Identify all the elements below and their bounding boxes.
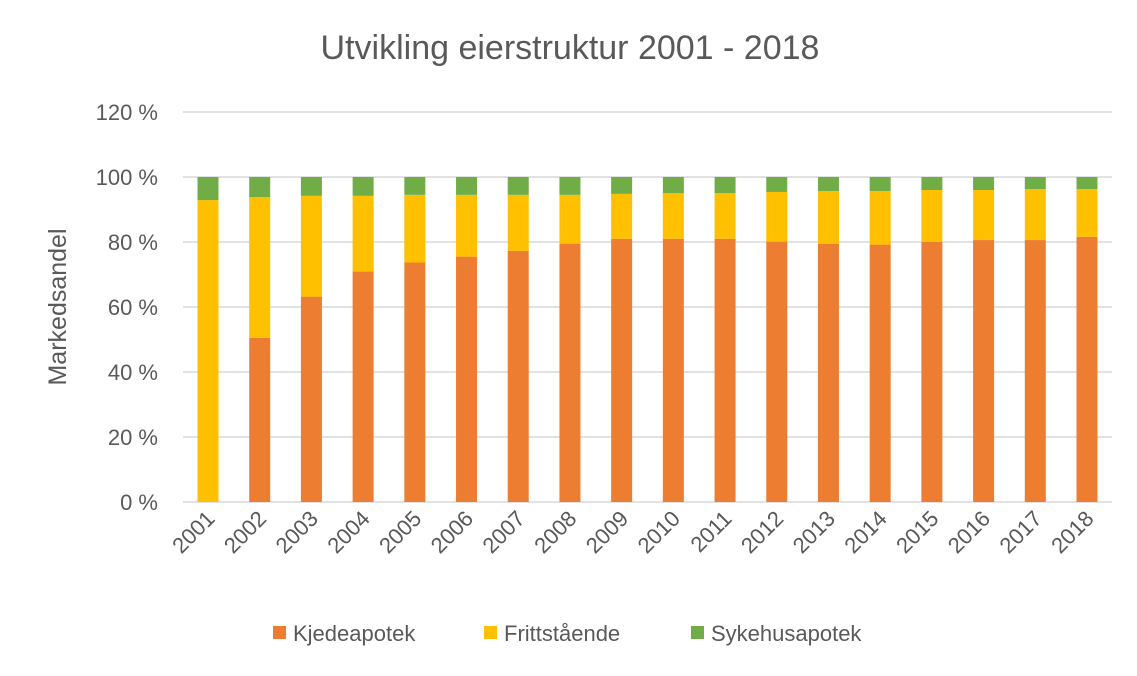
bar-segment-sykehusapotek	[1076, 177, 1098, 190]
bar-segment-kjedeapotek	[714, 238, 736, 502]
x-tick-label: 2005	[374, 506, 426, 558]
bar-segment-kjedeapotek	[456, 256, 478, 502]
bar-segment-frittstående	[352, 195, 374, 272]
bar-segment-frittstående	[766, 191, 788, 242]
x-tick-label: 2013	[788, 506, 840, 558]
bar-segment-kjedeapotek	[249, 337, 271, 502]
bar-segment-frittstående	[611, 193, 633, 239]
x-tick-label: 2011	[685, 506, 736, 557]
bar-segment-sykehusapotek	[921, 177, 943, 190]
x-tick-label: 2014	[839, 506, 891, 558]
bar-segment-frittstående	[869, 190, 891, 245]
bar-segment-frittstående	[197, 200, 219, 502]
x-tick-label: 2010	[633, 506, 685, 558]
bar-segment-sykehusapotek	[817, 177, 839, 191]
bar-segment-sykehusapotek	[404, 177, 426, 195]
bar-segment-frittstående	[973, 190, 995, 241]
bar-segment-sykehusapotek	[662, 177, 684, 194]
bar-segment-sykehusapotek	[973, 177, 995, 190]
bar-segment-sykehusapotek	[300, 177, 322, 196]
bar-segment-kjedeapotek	[973, 240, 995, 503]
x-tick-label: 2016	[943, 506, 995, 558]
bar-segment-kjedeapotek	[559, 243, 581, 502]
bar-segment-frittstående	[817, 190, 839, 244]
x-tick-label: 2007	[477, 506, 529, 558]
bar-segment-frittstående	[300, 195, 322, 297]
bar-segment-kjedeapotek	[1024, 240, 1046, 503]
x-tick-label: 2018	[1046, 506, 1098, 558]
bar-segment-sykehusapotek	[507, 177, 529, 195]
bar-segment-frittstående	[921, 190, 943, 242]
bar-segment-kjedeapotek	[611, 238, 633, 502]
y-tick-label: 20 %	[108, 425, 158, 450]
bar-segment-sykehusapotek	[1024, 177, 1046, 190]
bar-segment-sykehusapotek	[714, 177, 736, 194]
x-tick-label: 2006	[426, 506, 478, 558]
x-tick-label: 2001	[167, 506, 219, 558]
bar-segment-frittstående	[714, 193, 736, 239]
x-tick-label: 2008	[529, 506, 581, 558]
legend-label: Sykehusapotek	[711, 621, 862, 646]
y-tick-label: 120 %	[96, 100, 158, 125]
bar-segment-kjedeapotek	[662, 238, 684, 502]
x-tick-label: 2009	[581, 506, 633, 558]
x-tick-label: 2004	[322, 506, 374, 558]
legend-label: Frittstående	[504, 621, 620, 646]
bar-segment-frittstående	[507, 194, 529, 251]
bar-segment-kjedeapotek	[921, 242, 943, 502]
bar-segment-kjedeapotek	[766, 241, 788, 503]
bar-segment-frittstående	[249, 197, 271, 338]
chart-title: Utvikling eierstruktur 2001 - 2018	[321, 29, 820, 67]
x-tick-label: 2015	[891, 506, 943, 558]
x-tick-label: 2012	[736, 506, 788, 558]
bar-segment-kjedeapotek	[404, 262, 426, 502]
legend-swatch	[691, 626, 704, 639]
bar-segment-kjedeapotek	[352, 271, 374, 502]
bar-segment-frittstående	[404, 194, 426, 263]
bar-segment-frittstående	[662, 193, 684, 239]
bar-segment-frittstående	[559, 194, 581, 244]
bar-segment-kjedeapotek	[869, 244, 891, 502]
bar-segment-kjedeapotek	[300, 296, 322, 502]
x-tick-label: 2002	[219, 506, 271, 558]
bar-segment-frittstående	[1076, 189, 1098, 237]
bar-segment-kjedeapotek	[817, 243, 839, 502]
y-axis-label: Markedsandel	[44, 228, 72, 385]
legend-swatch	[484, 626, 497, 639]
bar-segment-sykehusapotek	[869, 177, 891, 191]
legend-swatch	[273, 626, 286, 639]
bar-segment-sykehusapotek	[559, 177, 581, 195]
bar-segment-sykehusapotek	[249, 177, 271, 198]
y-tick-label: 60 %	[108, 295, 158, 320]
bar-segment-sykehusapotek	[197, 177, 219, 201]
bar-segment-kjedeapotek	[507, 250, 529, 502]
bar-segment-kjedeapotek	[1076, 236, 1098, 503]
bar-segment-sykehusapotek	[352, 177, 374, 196]
y-tick-label: 100 %	[96, 165, 158, 190]
y-tick-label: 40 %	[108, 360, 158, 385]
bar-segment-sykehusapotek	[611, 177, 633, 194]
y-tick-label: 0 %	[120, 490, 158, 515]
y-tick-label: 80 %	[108, 230, 158, 255]
x-tick-label: 2003	[271, 506, 323, 558]
legend-label: Kjedeapotek	[293, 621, 416, 646]
bar-segment-sykehusapotek	[456, 177, 478, 195]
x-tick-label: 2017	[995, 506, 1047, 558]
bar-segment-frittstående	[456, 194, 478, 257]
bar-segment-sykehusapotek	[766, 177, 788, 192]
bar-segment-frittstående	[1024, 189, 1046, 241]
